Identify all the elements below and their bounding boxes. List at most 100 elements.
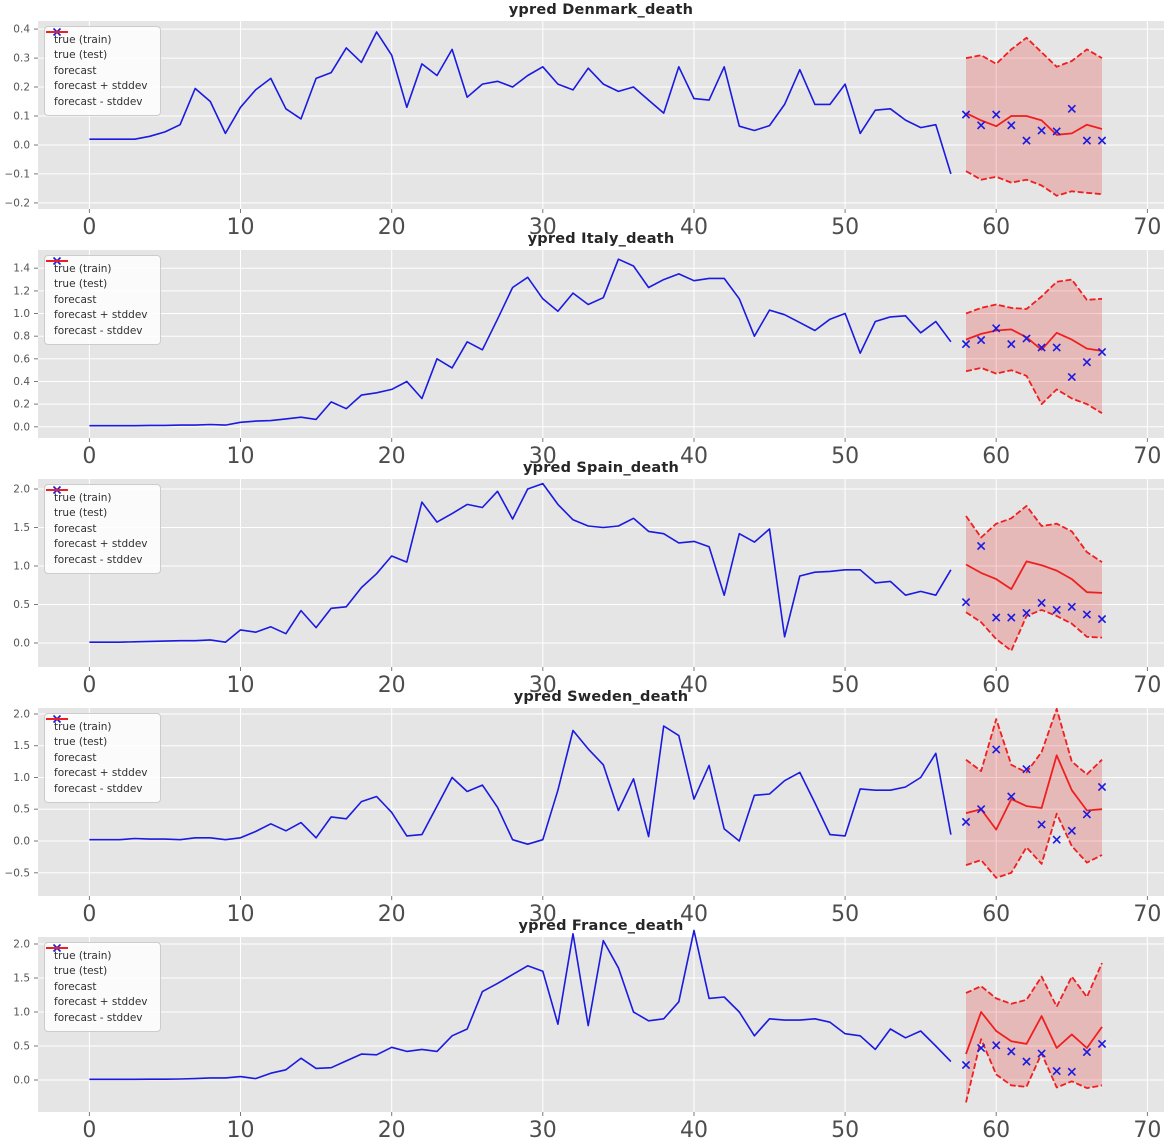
y-tick-label: −0.5 [5,867,31,879]
legend-item: forecast + stddev [46,489,148,553]
x-tick-label: 30 [529,1118,557,1143]
true-test-marker [961,817,971,827]
true-test-marker [1082,810,1092,819]
forecast-plus-stddev-line [965,278,1103,315]
legend-item: forecast - stddev [46,260,148,339]
legend-item: forecast + stddev [46,947,148,1011]
true-test-marker [1052,1066,1061,1076]
true-test-marker [976,541,986,551]
y-tick-label: 0.8 [13,331,30,343]
legend-item-label: true (train) [54,262,112,275]
y-tick-label: −0.2 [5,197,31,209]
true-test-marker [1037,126,1046,135]
x-tick-label: 40 [680,444,708,469]
legend-item-label: true (train) [54,949,112,962]
x-tick-label: 30 [529,673,557,698]
x-tick-label: 60 [982,902,1010,927]
forecast-minus-stddev-line [965,1038,1103,1103]
true-test-marker [1052,127,1061,136]
legend-item-label: forecast - stddev [54,95,143,108]
legend-item: forecast - stddev [46,489,148,568]
x-tick-label: 10 [227,902,255,927]
legend-item-label: forecast - stddev [54,324,143,337]
true-test-marker [961,598,971,607]
x-tick-label: 50 [831,1118,859,1143]
true-test-marker [1097,136,1107,145]
forecast-plus-stddev-line [965,505,1103,563]
chart-denmark: ypred Denmark_death true (train) true (te… [0,0,1169,240]
x-tick-label: 60 [982,673,1010,698]
true-test-marker [1097,347,1107,357]
true-test-marker [961,110,971,119]
legend-item: forecast [46,260,148,308]
forecast-line [965,112,1103,136]
forecast-line [965,328,1103,352]
x-tick-label: 70 [1133,902,1161,927]
legend-item: forecast + stddev [46,31,148,95]
y-tick-label: 1.0 [13,561,30,573]
y-tick-label: 1.0 [13,1007,30,1019]
y-tick-label: 0.5 [13,804,30,816]
x-tick-label: 50 [831,444,859,469]
y-tick-label: 1.5 [13,522,30,534]
legend-item-label: forecast - stddev [54,553,143,566]
x-tick-label: 40 [680,215,708,240]
legend: true (train) true (test) forecast forecast … [44,26,161,116]
chart-sweden: ypred Sweden_death true (train) true (tes… [0,687,1169,927]
x-tick-label: 70 [1133,1118,1161,1143]
legend-item-label: true (test) [54,965,108,978]
axes-background [38,708,1164,896]
y-tick-label: 0.2 [13,399,30,411]
red-dashed-icon [46,31,68,33]
chart-title: ypred Sweden_death [513,689,689,705]
true-test-marker [1022,136,1031,145]
forecast-minus-stddev-line [965,366,1103,414]
y-tick-label: 0.0 [13,1075,30,1087]
y-tick-label: −0.1 [5,168,31,180]
legend-item-label: forecast - stddev [54,782,143,795]
true-test-marker [1022,765,1031,774]
legend-item-label: forecast [54,522,97,535]
forecast-minus-stddev-line [965,812,1103,879]
legend-item: true (test) [52,943,148,980]
legend-item-label: forecast - stddev [54,1011,143,1024]
plot-canvas: 0 10 20 30 40 50 60 70 0.0 0.5 1.0 1.5 2.0 [13,479,1164,698]
x-tick-label: 0 [82,444,96,469]
legend-item-label: true (train) [54,720,112,733]
x-tick-label: 60 [982,444,1010,469]
x-tick-label: 70 [1133,444,1161,469]
true-test-marker [1007,339,1016,349]
y-tick-label: 0.0 [13,421,30,433]
true-test-marker [1067,104,1076,113]
true-test-marker [1052,343,1061,352]
true-test-marker [992,1041,1001,1050]
legend-item-label: forecast [54,293,97,306]
red-dashed-icon [46,947,68,949]
legend-item: forecast - stddev [46,31,148,110]
x-tick-label: 0 [82,215,96,240]
x-tick-label: 20 [378,215,406,240]
chart-title: ypred France_death [518,918,684,934]
legend-item: true (test) [52,714,148,751]
forecast-line [965,560,1103,594]
true-test-marker [1037,1049,1046,1058]
true-test-marker [976,1043,986,1053]
true-test-marker [1037,343,1046,352]
x-tick-label: 10 [227,1118,255,1143]
y-tick-label: 1.2 [13,285,30,297]
plot-canvas: 0 10 20 30 40 50 60 70 −0.5 0.0 0.5 1.0 1.5 2.0 [5,707,1164,927]
legend-item: forecast - stddev [46,947,148,1026]
forecast-plus-stddev-line [965,36,1103,68]
forecast-plus-stddev-line [965,962,1103,1008]
y-tick-label: 0.5 [13,599,30,611]
y-tick-label: 0.4 [13,24,30,36]
legend-item-label: forecast [54,980,97,993]
y-tick-label: 2.0 [13,484,30,496]
legend-item-label: true (test) [54,736,108,749]
stddev-band [966,963,1102,1103]
axes-background [38,479,1164,667]
x-tick-label: 10 [227,673,255,698]
legend: true (train) true (test) forecast forecast … [44,713,161,803]
true-test-marker [1067,826,1076,835]
true-test-marker [1007,792,1016,801]
